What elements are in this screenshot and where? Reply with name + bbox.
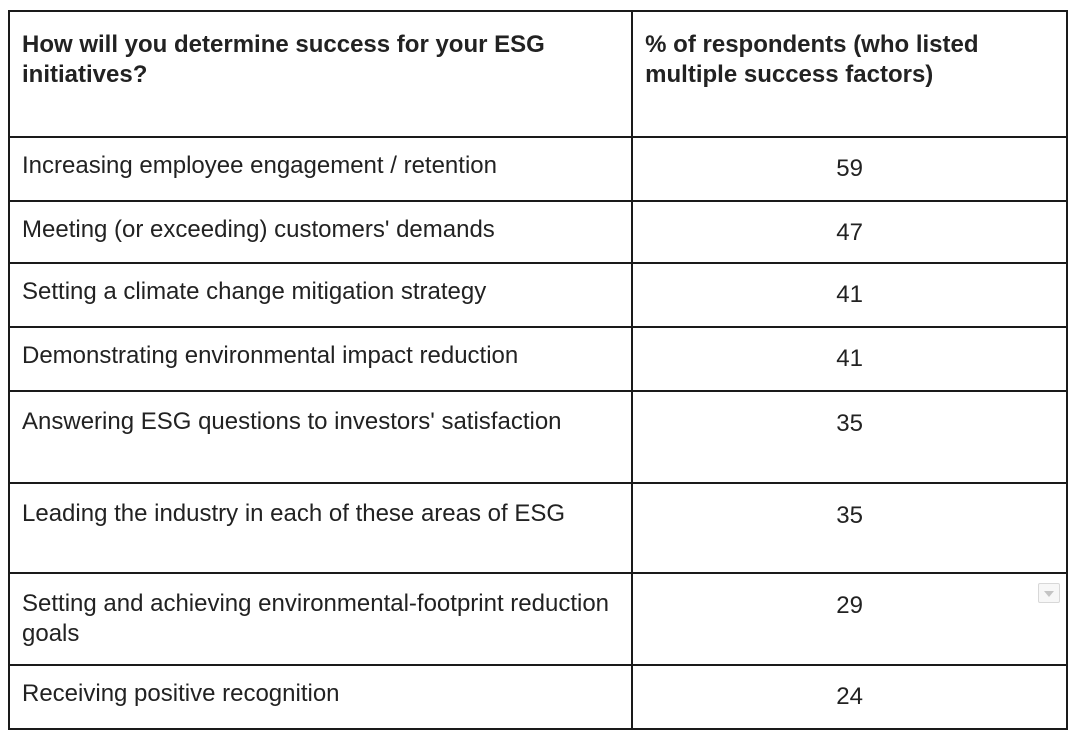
header-question: How will you determine success for your … <box>7 10 634 138</box>
row-value: 35 <box>631 482 1068 574</box>
row-label: Demonstrating environmental impact reduc… <box>7 326 634 392</box>
row-label: Answering ESG questions to investors' sa… <box>7 390 634 484</box>
esg-success-table: How will you determine success for your … <box>7 10 1068 730</box>
table-row: Answering ESG questions to investors' sa… <box>7 390 1068 484</box>
table-row: Meeting (or exceeding) customers' demand… <box>7 200 1068 264</box>
row-label: Setting and achieving environmental-foot… <box>7 572 634 666</box>
table-row: Setting and achieving environmental-foot… <box>7 572 1068 666</box>
row-label: Increasing employee engagement / retenti… <box>7 136 634 202</box>
row-value-cell: 29 <box>631 572 1068 666</box>
row-value: 24 <box>631 664 1068 730</box>
row-value: 41 <box>631 326 1068 392</box>
header-percent: % of respondents (who listed multiple su… <box>631 10 1068 138</box>
table-row: Demonstrating environmental impact reduc… <box>7 326 1068 392</box>
row-value: 41 <box>631 262 1068 328</box>
header-row: How will you determine success for your … <box>7 10 1068 138</box>
row-label: Meeting (or exceeding) customers' demand… <box>7 200 634 264</box>
row-label: Leading the industry in each of these ar… <box>7 482 634 574</box>
row-value: 35 <box>631 390 1068 484</box>
row-value: 59 <box>631 136 1068 202</box>
table-row: Receiving positive recognition 24 <box>7 664 1068 730</box>
row-value: 29 <box>836 592 863 619</box>
row-label: Receiving positive recognition <box>7 664 634 730</box>
row-label: Setting a climate change mitigation stra… <box>7 262 634 328</box>
table-row: Increasing employee engagement / retenti… <box>7 136 1068 202</box>
chevron-down-icon[interactable] <box>1038 583 1060 603</box>
row-value: 47 <box>631 200 1068 264</box>
table-row: Leading the industry in each of these ar… <box>7 482 1068 574</box>
table-row: Setting a climate change mitigation stra… <box>7 262 1068 328</box>
